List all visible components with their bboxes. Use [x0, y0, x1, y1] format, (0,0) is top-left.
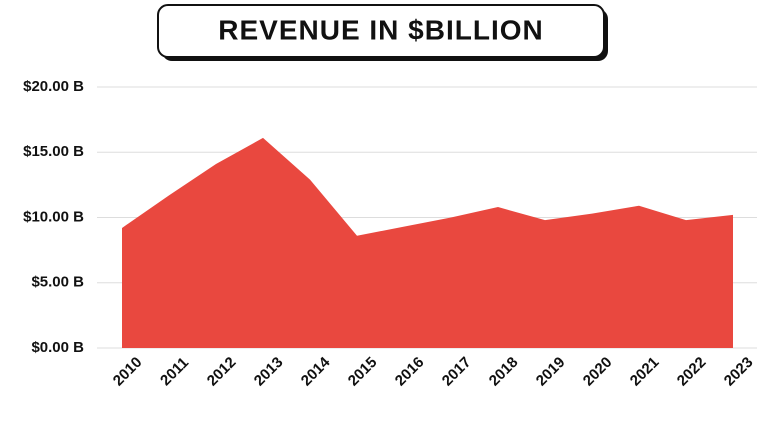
y-tick-label: $15.00 B [23, 143, 84, 160]
y-tick-label: $10.00 B [23, 208, 84, 225]
x-tick-label: 2018 [486, 354, 522, 390]
x-tick-label: 2010 [110, 354, 146, 390]
plot [122, 137, 733, 348]
x-tick-label: 2016 [392, 354, 428, 390]
title-box [157, 4, 605, 58]
y-tick-label: $5.00 B [31, 274, 84, 291]
x-tick-label: 2020 [580, 354, 616, 390]
x-tick-label: 2017 [439, 354, 475, 390]
x-tick-label: 2013 [251, 354, 287, 390]
x-tick-label: 2019 [533, 354, 569, 390]
x-tick-label: 2011 [157, 354, 192, 389]
x-tick-label: 2022 [674, 354, 710, 390]
x-tick-label: 2021 [627, 354, 663, 390]
chart-title: REVENUE IN $BILLION [218, 14, 543, 45]
y-tick-label: $20.00 B [23, 78, 84, 95]
y-tick-label: $0.00 B [31, 339, 84, 356]
x-tick-label: 2023 [721, 354, 757, 390]
x-tick-label: 2012 [204, 354, 240, 390]
x-tick-label: 2015 [345, 354, 381, 390]
x-tick-label: 2014 [298, 353, 334, 389]
area [122, 137, 733, 348]
